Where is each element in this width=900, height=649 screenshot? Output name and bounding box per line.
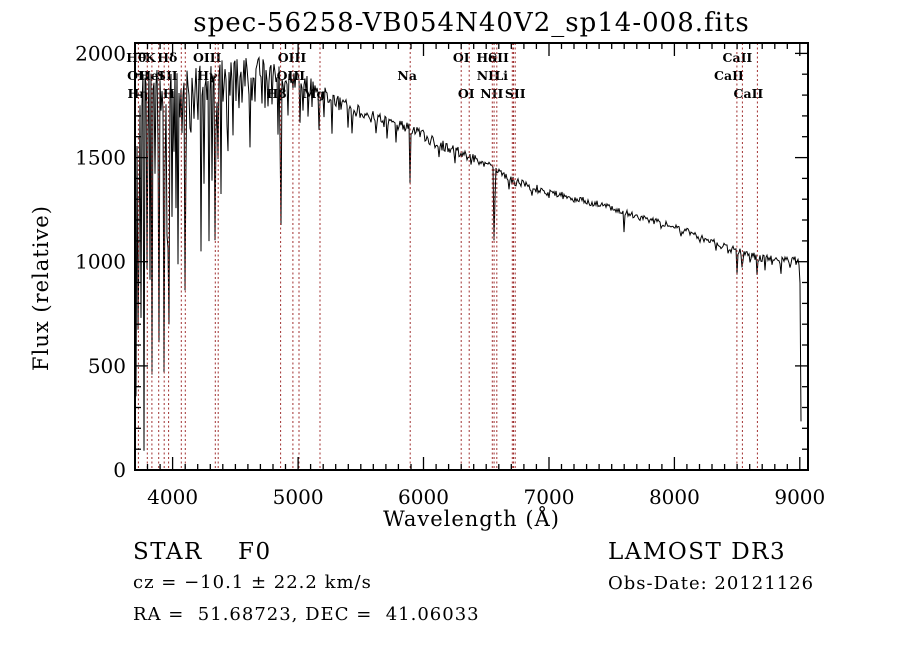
line-label-OI-6364: OI — [458, 86, 475, 101]
line-label-Hθ-3798: Hθ — [126, 50, 146, 65]
y-tick-0: 0 — [113, 458, 126, 482]
line-label-CaII-8498: CaII — [714, 68, 744, 83]
x-tick-8000: 8000 — [649, 485, 700, 509]
line-label-OIII-4959: OIII — [277, 68, 306, 83]
line-label-CaII-8662: CaII — [734, 86, 764, 101]
line-label-K-3933: K — [145, 50, 157, 65]
axis-ticks — [134, 43, 808, 471]
line-label-OIII-5007: OIII — [278, 50, 307, 65]
x-tick-6000: 6000 — [398, 485, 449, 509]
obs-date-text: Obs-Date: 20121126 — [608, 573, 815, 594]
line-label-Na-5894: Na — [397, 68, 417, 83]
x-tick-9000: 9000 — [774, 485, 825, 509]
x-tick-7000: 7000 — [524, 485, 575, 509]
line-label-Hδ-4101: Hδ — [157, 50, 177, 65]
x-tick-5000: 5000 — [273, 485, 324, 509]
line-label-SII-4069: SII — [157, 68, 178, 83]
spectrum-line — [135, 55, 802, 451]
survey-text: LAMOST DR3 — [608, 539, 787, 565]
object-class-text: STAR F0 — [133, 539, 272, 565]
tick-labels: 4000 5000 6000 7000 8000 9000 0 500 1000 1500 2000 — [75, 41, 825, 509]
x-tick-4000: 4000 — [147, 485, 198, 509]
y-tick-1500: 1500 — [75, 146, 126, 170]
y-axis-label: Flux (relative) — [29, 205, 53, 371]
plot-title: spec-56258-VB054N40V2_sp14-008.fits — [193, 8, 750, 38]
line-label-Hγ-4340: Hγ — [197, 68, 218, 83]
line-label-CaII-8542: CaII — [723, 50, 753, 65]
cz-text: cz = −10.1 ± 22.2 km/s — [133, 572, 372, 593]
x-axis-label: Wavelength (Å) — [383, 507, 560, 531]
line-label-Li-6708: Li — [495, 68, 509, 83]
axis-box — [134, 42, 809, 471]
spectral-marker-lines — [137, 43, 758, 470]
y-tick-500: 500 — [88, 354, 126, 378]
line-label-SII-6717: SII — [488, 50, 509, 65]
y-tick-2000: 2000 — [75, 41, 126, 65]
ra-dec-text: RA = 51.68723, DEC = 41.06033 — [133, 604, 480, 625]
line-label-OIII-4363: OIII — [193, 50, 222, 65]
y-tick-1000: 1000 — [75, 250, 126, 274]
